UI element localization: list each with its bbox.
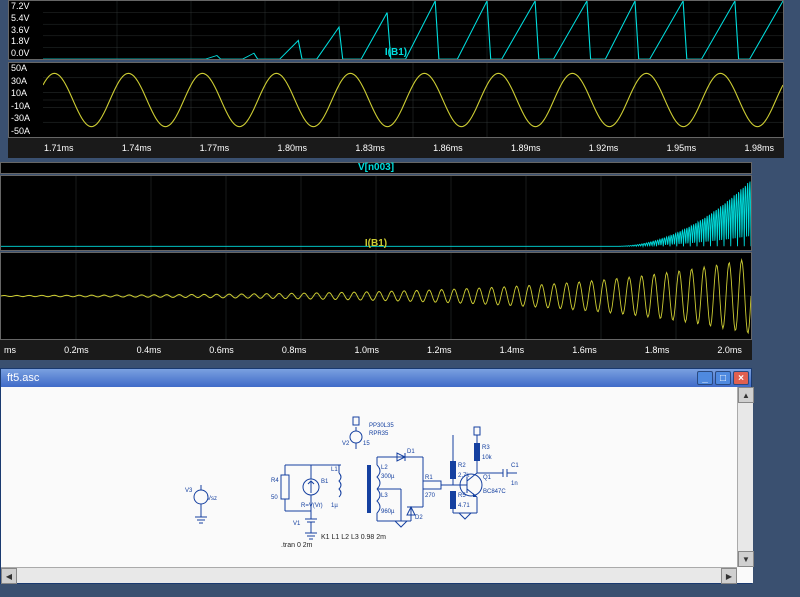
schematic-title: ft5.asc (7, 372, 695, 384)
svg-text:PP30L35: PP30L35 (369, 423, 394, 429)
svg-text:R3: R3 (482, 445, 490, 451)
scroll-right-icon[interactable]: ▶ (721, 568, 737, 584)
minimize-button[interactable]: _ (697, 371, 713, 385)
trace-label: V[n003] (358, 162, 394, 173)
y-tick: -50A (9, 127, 30, 136)
svg-text:R1: R1 (425, 475, 433, 481)
schematic-window: ft5.asc _ □ × V3 Vsz V2 15 (0, 368, 752, 584)
svg-text:L2: L2 (381, 465, 388, 471)
x-tick: 1.89ms (511, 143, 541, 153)
scroll-down-icon[interactable]: ▼ (738, 551, 754, 567)
scope-mid-panel-1: I(B1) (0, 175, 752, 251)
x-tick: 1.71ms (44, 143, 74, 153)
x-tick: 1.4ms (500, 345, 525, 355)
x-tick: 0.8ms (282, 345, 307, 355)
trace-label: I(B1) (385, 47, 407, 58)
x-tick: 2.0ms (717, 345, 742, 355)
svg-text:15: 15 (363, 441, 370, 447)
schematic-titlebar[interactable]: ft5.asc _ □ × (1, 369, 751, 387)
trace-label: I(B1) (365, 238, 387, 249)
y-tick: -10A (9, 102, 30, 111)
x-tick: 1.6ms (572, 345, 597, 355)
spice-directive: .tran 0 2m (281, 542, 313, 549)
x-axis-mid: ms 0.2ms 0.4ms 0.6ms 0.8ms 1.0ms 1.2ms 1… (0, 340, 752, 360)
schematic-canvas[interactable]: V3 Vsz V2 15 PP30L35 RPR35 R4 50 (1, 387, 753, 583)
svg-text:50: 50 (271, 495, 278, 501)
mid-scope-group: V[n003] I(B1) ms 0.2ms 0.4ms 0.6ms 0.8ms… (0, 162, 752, 360)
y-tick: 1.8V (9, 37, 30, 46)
svg-text:1n: 1n (511, 481, 518, 487)
y-tick: 10A (9, 89, 30, 98)
scroll-left-icon[interactable]: ◀ (1, 568, 17, 584)
svg-text:C1: C1 (511, 463, 519, 469)
svg-text:V2: V2 (342, 441, 350, 447)
x-tick: 1.2ms (427, 345, 452, 355)
svg-text:D1: D1 (407, 449, 415, 455)
x-tick: 0.2ms (64, 345, 89, 355)
svg-text:L1: L1 (331, 467, 338, 473)
svg-text:BC847C: BC847C (483, 489, 506, 495)
coupling-directive: K1 L1 L2 L3 0.98 2m (321, 534, 386, 541)
x-tick: 1.0ms (354, 345, 379, 355)
waveform-yellow-growing (1, 253, 751, 339)
y-tick: 50A (9, 64, 30, 73)
svg-text:B1: B1 (321, 479, 329, 485)
x-tick: 1.80ms (277, 143, 307, 153)
y-tick: 0.0V (9, 49, 30, 58)
y-axis-top-1: 7.2V 5.4V 3.6V 1.8V 0.0V (9, 1, 30, 59)
x-tick: 1.92ms (589, 143, 619, 153)
x-tick: 1.83ms (355, 143, 385, 153)
x-axis-top: 1.71ms 1.74ms 1.77ms 1.80ms 1.83ms 1.86m… (8, 138, 784, 158)
y-tick: -30A (9, 114, 30, 123)
scope-top-panel-1: 7.2V 5.4V 3.6V 1.8V 0.0V I(B1) (8, 0, 784, 60)
svg-text:D2: D2 (415, 515, 423, 521)
svg-text:1µ: 1µ (331, 503, 338, 509)
svg-text:R=V(Vr): R=V(Vr) (301, 503, 323, 509)
svg-text:R2: R2 (458, 463, 466, 469)
svg-text:V3: V3 (185, 488, 193, 494)
svg-text:RPR35: RPR35 (369, 431, 389, 437)
svg-text:960µ: 960µ (381, 509, 395, 515)
x-tick: ms (4, 345, 16, 355)
svg-text:L3: L3 (381, 493, 388, 499)
svg-text:V1: V1 (293, 521, 301, 527)
maximize-button[interactable]: □ (715, 371, 731, 385)
svg-text:300µ: 300µ (381, 474, 395, 480)
scope-mid-label-strip: V[n003] (0, 162, 752, 174)
schematic-svg: V3 Vsz V2 15 PP30L35 RPR35 R4 50 (1, 387, 753, 583)
waveform-yellow-sine (9, 63, 783, 137)
x-tick: 1.86ms (433, 143, 463, 153)
x-tick: 1.95ms (667, 143, 697, 153)
svg-text:4.71: 4.71 (458, 503, 470, 509)
svg-text:Vsz: Vsz (207, 496, 217, 502)
y-tick: 7.2V (9, 2, 30, 11)
schematic-scroll-v[interactable]: ▲ ▼ (737, 387, 753, 567)
y-tick: 5.4V (9, 14, 30, 23)
close-button[interactable]: × (733, 371, 749, 385)
x-tick: 0.4ms (137, 345, 162, 355)
svg-text:270: 270 (425, 493, 436, 499)
svg-text:10k: 10k (482, 455, 493, 461)
x-tick: 1.98ms (744, 143, 774, 153)
x-tick: 1.8ms (645, 345, 670, 355)
x-tick: 1.74ms (122, 143, 152, 153)
top-scope-group: 7.2V 5.4V 3.6V 1.8V 0.0V I(B1) 50A 30A 1… (8, 0, 784, 158)
x-tick: 0.6ms (209, 345, 234, 355)
scope-mid-panel-2 (0, 252, 752, 340)
svg-text:Q1: Q1 (483, 475, 492, 481)
y-tick: 30A (9, 77, 30, 86)
scope-top-panel-2: 50A 30A 10A -10A -30A -50A (8, 62, 784, 138)
x-tick: 1.77ms (200, 143, 230, 153)
schematic-scroll-h[interactable]: ◀ ▶ (1, 567, 737, 583)
y-tick: 3.6V (9, 26, 30, 35)
scroll-up-icon[interactable]: ▲ (738, 387, 754, 403)
y-axis-top-2: 50A 30A 10A -10A -30A -50A (9, 63, 30, 137)
svg-text:R4: R4 (271, 478, 279, 484)
